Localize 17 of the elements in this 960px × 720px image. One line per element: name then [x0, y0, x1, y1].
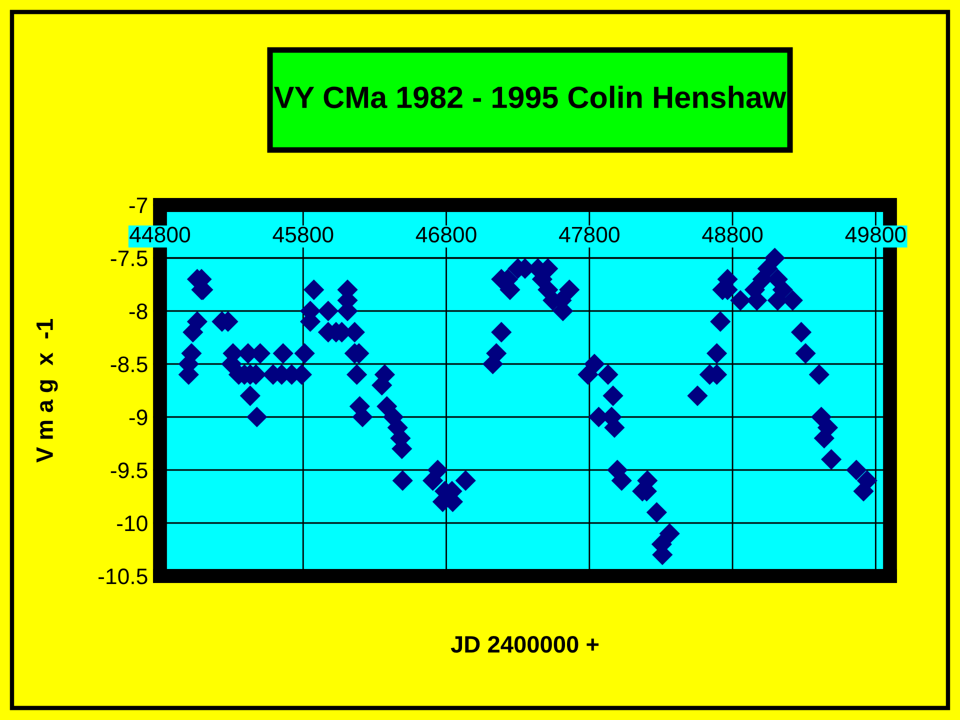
x-tick-label: 45800	[272, 226, 334, 242]
chart-title: VY CMa 1982 - 1995 Colin Henshaw	[274, 86, 786, 108]
x-tick-label: 49800	[845, 226, 906, 242]
y-tick-label: -7	[129, 198, 148, 214]
y-tick-label: -8.5	[110, 356, 148, 372]
y-tick-label: -9.5	[110, 462, 148, 478]
x-tick-label: 44800	[130, 226, 190, 242]
y-tick-label: -7.5	[110, 250, 148, 266]
y-axis-title: V m a g x -1	[36, 318, 58, 463]
y-tick-label: -8	[129, 304, 148, 320]
y-tick-label: -10.5	[98, 568, 148, 584]
y-tick-label: -10	[117, 516, 148, 532]
x-tick-label: 46800	[416, 226, 476, 242]
y-tick-label: -9	[129, 410, 148, 426]
x-axis-title: JD 2400000 +	[450, 636, 599, 653]
x-tick-label: 47800	[559, 226, 620, 242]
x-tick-label: 48800	[702, 226, 763, 242]
